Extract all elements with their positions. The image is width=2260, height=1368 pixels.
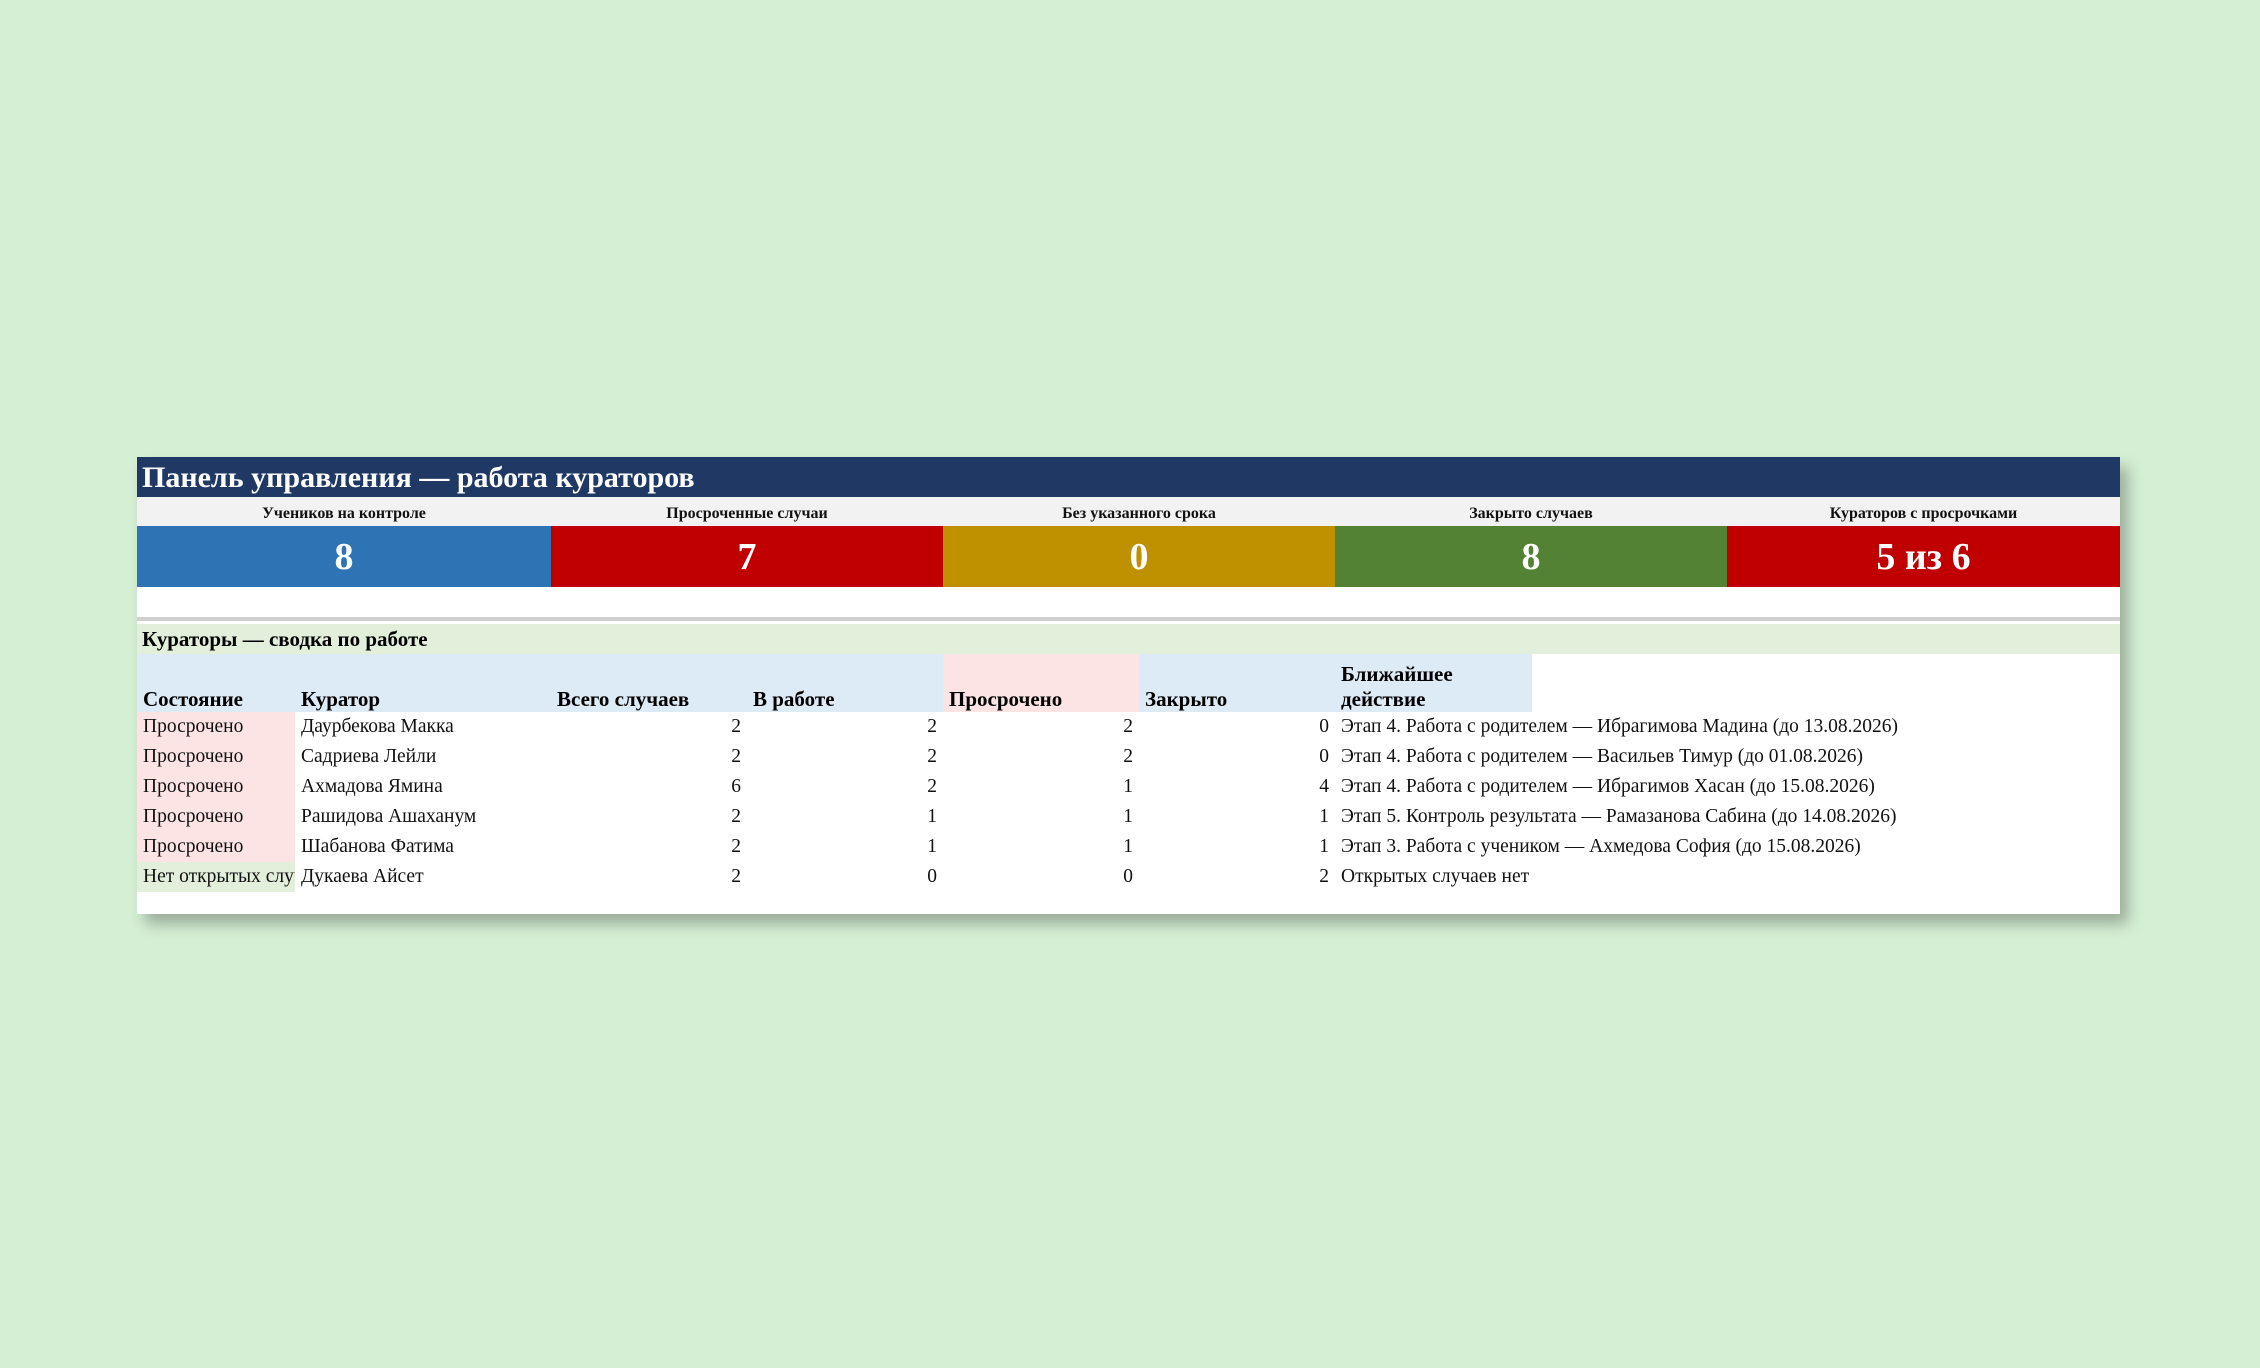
table-cell: Шабанова Фатима: [301, 836, 454, 857]
separator: [137, 617, 2120, 621]
column-header: Закрыто: [1139, 654, 1335, 712]
table-cell: 4: [1319, 776, 1329, 797]
table-cell: 6: [731, 776, 741, 797]
table-cell: 1: [1319, 806, 1329, 827]
dashboard-panel: Панель управления — работа кураторов Кур…: [137, 457, 2120, 914]
table-cell: 2: [927, 716, 937, 737]
table-cell: Этап 4. Работа с родителем — Ибрагимова …: [1341, 716, 1899, 737]
status-cell: Просрочено: [137, 712, 295, 742]
table-cell: 1: [927, 806, 937, 827]
section-title: Кураторы — сводка по работе: [137, 624, 2120, 654]
table-cell: 2: [1319, 866, 1329, 887]
table-cell: 0: [927, 866, 937, 887]
kpi-value: 8: [1335, 526, 1727, 587]
column-header: Ближайшее действие: [1335, 654, 1532, 712]
table-cell: 1: [1319, 836, 1329, 857]
status-cell: Просрочено: [137, 802, 295, 832]
table-cell: 1: [1123, 806, 1133, 827]
table-cell: Рашидова Ашаханум: [301, 806, 477, 827]
column-header: Просрочено: [943, 654, 1139, 712]
table-cell: Даурбекова Макка: [301, 716, 454, 737]
table-cell: Этап 3. Работа с учеником — Ахмедова Соф…: [1341, 836, 1861, 857]
kpi-label: Учеников на контроле: [137, 497, 551, 526]
column-header: Всего случаев: [551, 654, 747, 712]
table-cell: 2: [731, 806, 741, 827]
table-cell: 0: [1319, 716, 1329, 737]
table-cell: Этап 4. Работа с родителем — Ибрагимов Х…: [1341, 776, 1875, 797]
column-header: Куратор: [295, 654, 551, 712]
column-header: В работе: [747, 654, 943, 712]
table-cell: 1: [1123, 776, 1133, 797]
table-cell: Этап 4. Работа с родителем — Васильев Ти…: [1341, 746, 1863, 767]
kpi-label: Закрыто случаев: [1335, 497, 1727, 526]
kpi-value: 5 из 6: [1727, 526, 2120, 587]
table-cell: 1: [927, 836, 937, 857]
kpi-value: 0: [943, 526, 1335, 587]
kpi-label: Без указанного срока: [943, 497, 1335, 526]
kpi-label: Кураторов с просрочками: [1727, 497, 2120, 526]
table-cell: Дукаева Айсет: [301, 866, 424, 887]
kpi-value: 7: [551, 526, 943, 587]
table-cell: Садриева Лейли: [301, 746, 437, 767]
table-cell: 1: [1123, 836, 1133, 857]
kpi-value: 8: [137, 526, 551, 587]
table-cell: 2: [731, 836, 741, 857]
table-cell: 2: [927, 776, 937, 797]
column-header: Состояние: [137, 654, 295, 712]
table-cell: 2: [927, 746, 937, 767]
status-cell: Нет открытых случаев: [137, 862, 295, 892]
table-cell: 2: [731, 716, 741, 737]
status-cell: Просрочено: [137, 742, 295, 772]
table-cell: Ахмадова Ямина: [301, 776, 443, 797]
kpi-label: Просроченные случаи: [551, 497, 943, 526]
table-cell: Открытых случаев нет: [1341, 866, 1530, 887]
table-cell: 2: [1123, 746, 1133, 767]
table-cell: 2: [731, 866, 741, 887]
table-cell: 2: [731, 746, 741, 767]
status-cell: Просрочено: [137, 832, 295, 862]
table-cell: 2: [1123, 716, 1133, 737]
table-cell: 0: [1123, 866, 1133, 887]
status-cell: Просрочено: [137, 772, 295, 802]
table-cell: 0: [1319, 746, 1329, 767]
table-cell: Этап 5. Контроль результата — Рамазанова…: [1341, 806, 1897, 827]
dashboard-title: Панель управления — работа кураторов: [137, 457, 2120, 497]
